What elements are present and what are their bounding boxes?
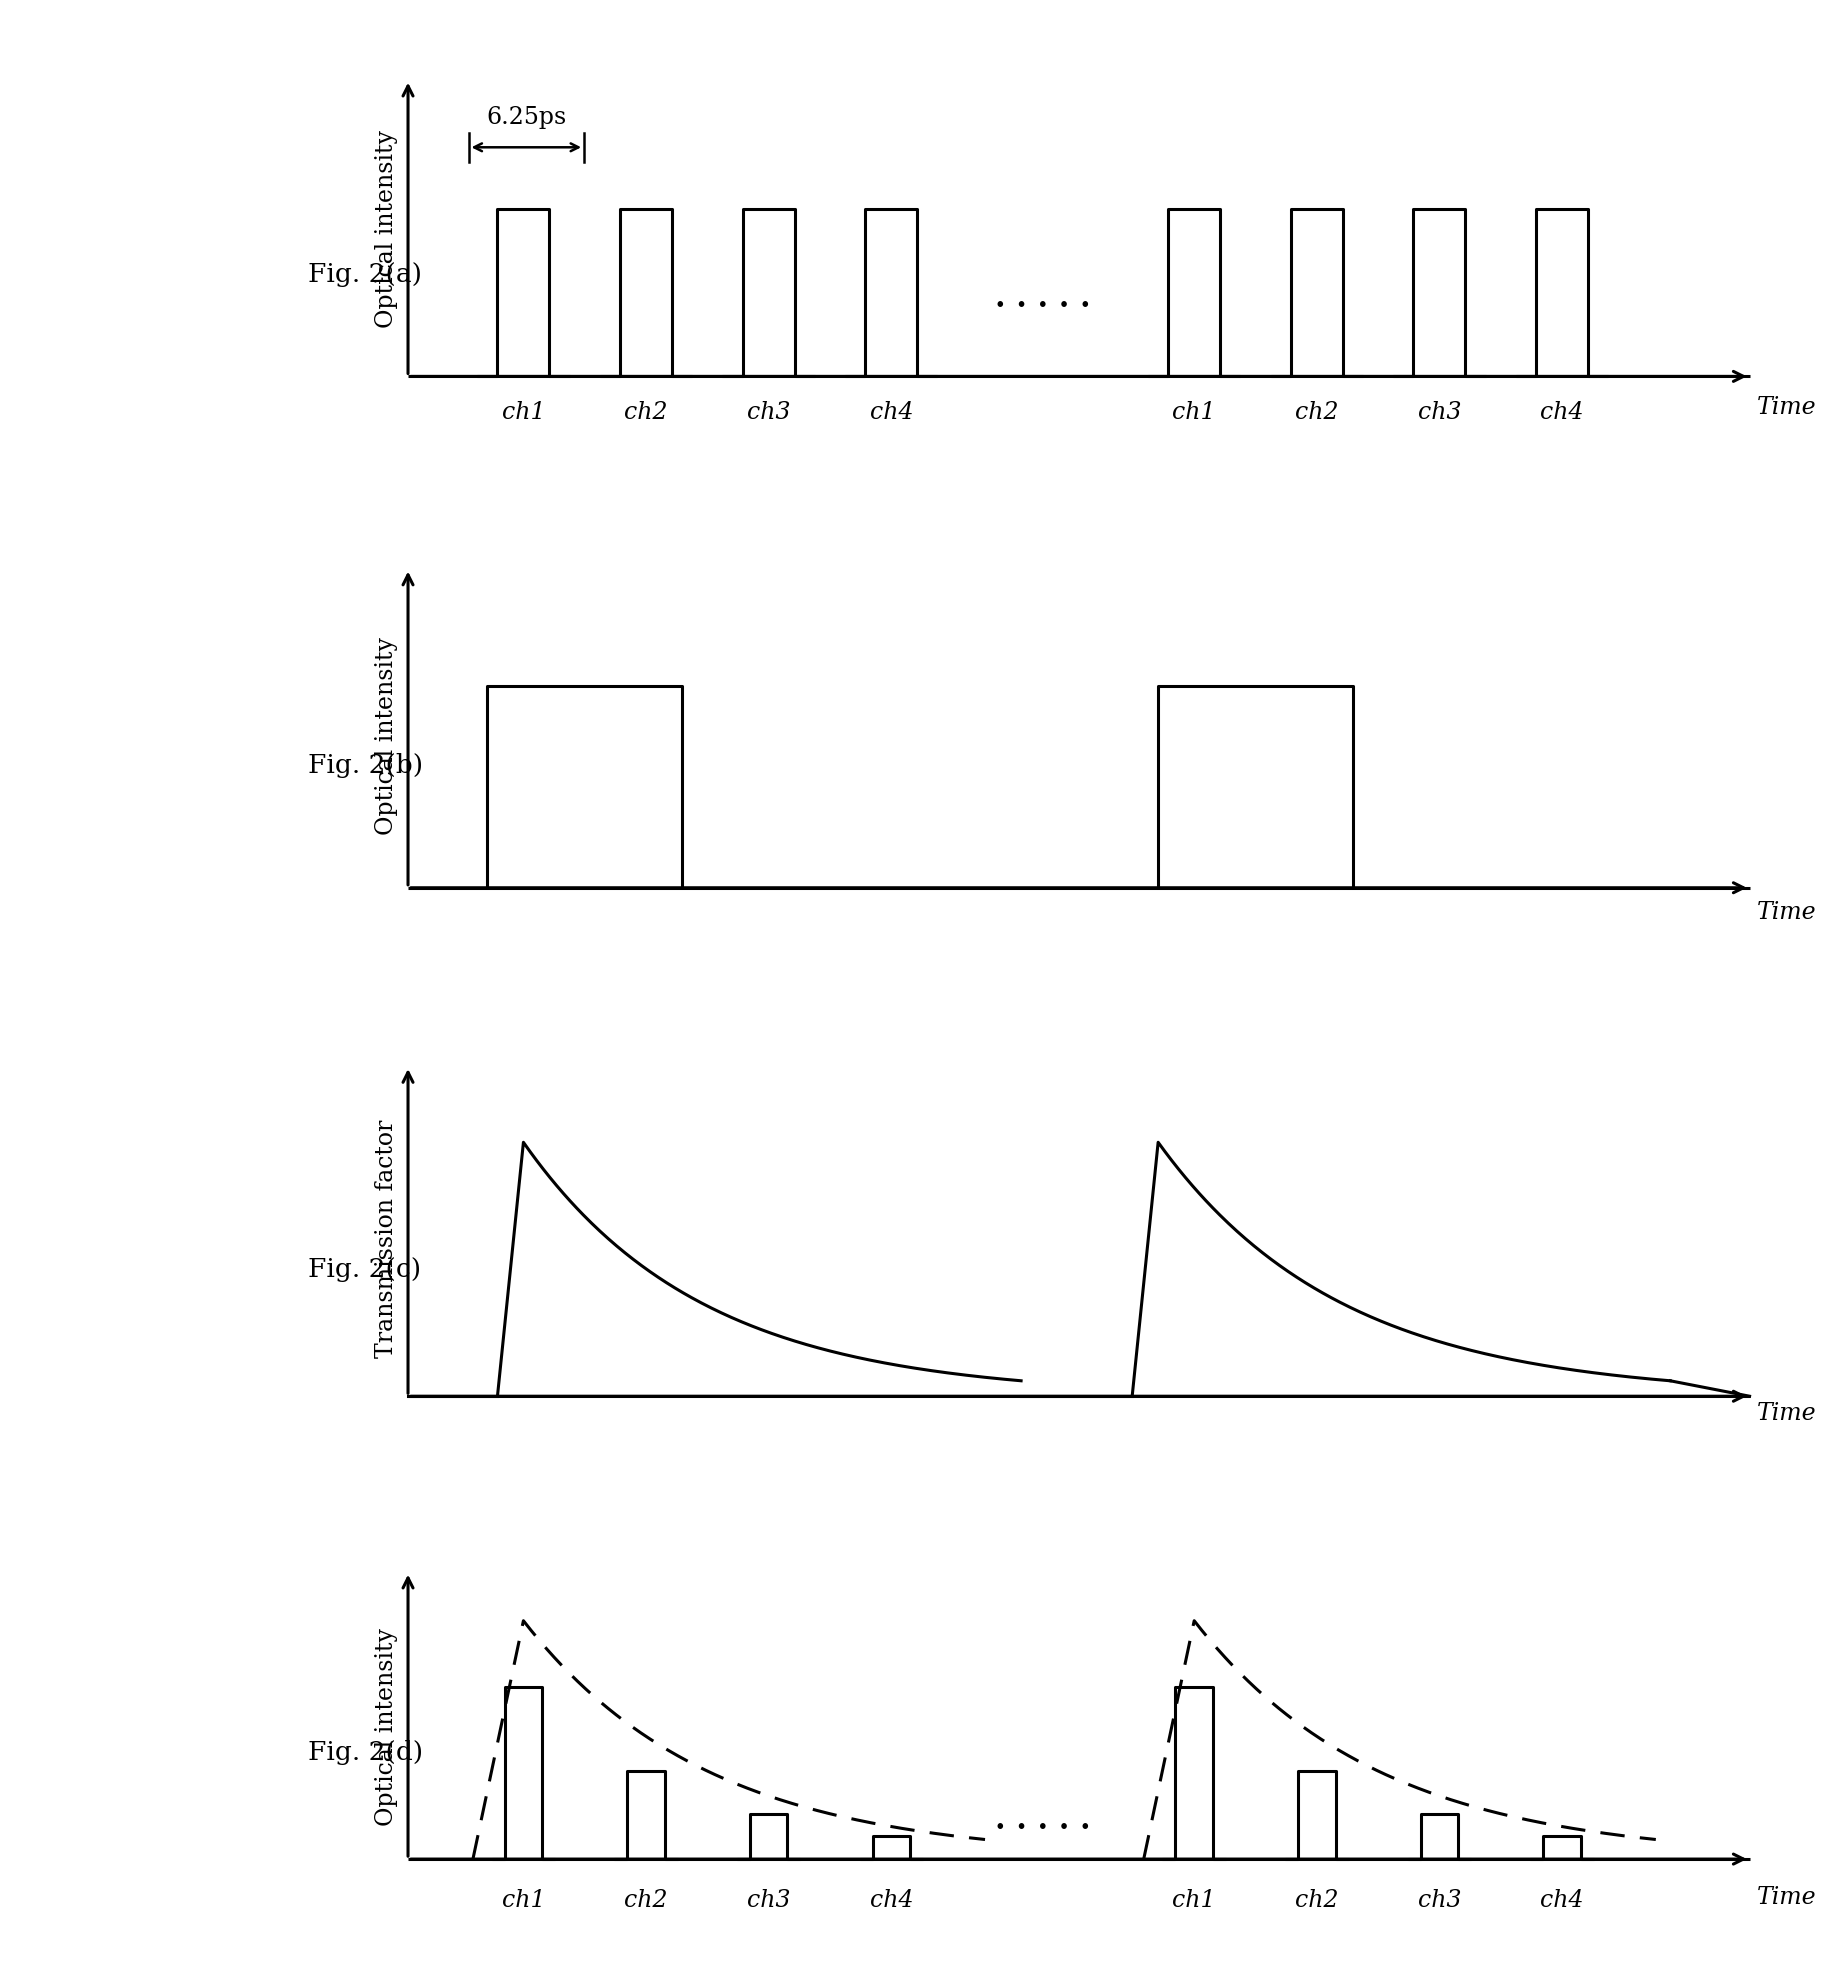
Text: ch4: ch4 <box>1541 1889 1583 1913</box>
Text: 6.25ps: 6.25ps <box>486 107 566 129</box>
Text: ch3: ch3 <box>747 1889 791 1913</box>
Text: . . . . .: . . . . . <box>995 1806 1090 1836</box>
Text: ch2: ch2 <box>1295 402 1338 423</box>
Text: Optical intensity: Optical intensity <box>374 1628 398 1826</box>
Text: ch2: ch2 <box>1295 1889 1338 1913</box>
Text: Fig. 2(d): Fig. 2(d) <box>309 1741 424 1764</box>
Text: ch1: ch1 <box>502 1889 546 1913</box>
Text: ch4: ch4 <box>869 1889 913 1913</box>
Text: ch4: ch4 <box>869 402 913 423</box>
Text: ch1: ch1 <box>1172 1889 1216 1913</box>
Text: ch2: ch2 <box>624 1889 668 1913</box>
Text: ch2: ch2 <box>624 402 668 423</box>
Text: ch3: ch3 <box>747 402 791 423</box>
Text: ch1: ch1 <box>1172 402 1216 423</box>
Text: . . . . .: . . . . . <box>995 283 1090 315</box>
Text: Time: Time <box>1757 1885 1817 1909</box>
Text: Optical intensity: Optical intensity <box>374 637 398 835</box>
Text: Time: Time <box>1757 396 1817 419</box>
Text: Optical intensity: Optical intensity <box>374 131 398 328</box>
Text: ch3: ch3 <box>1417 1889 1461 1913</box>
Text: ch4: ch4 <box>1541 402 1583 423</box>
Text: Fig. 2(a): Fig. 2(a) <box>309 261 422 287</box>
Text: Transmission factor: Transmission factor <box>374 1120 398 1359</box>
Text: ch1: ch1 <box>502 402 546 423</box>
Text: Time: Time <box>1757 900 1817 924</box>
Text: Fig. 2(b): Fig. 2(b) <box>309 752 424 777</box>
Text: Fig. 2(c): Fig. 2(c) <box>309 1256 422 1282</box>
Text: ch3: ch3 <box>1417 402 1461 423</box>
Text: Time: Time <box>1757 1402 1817 1426</box>
